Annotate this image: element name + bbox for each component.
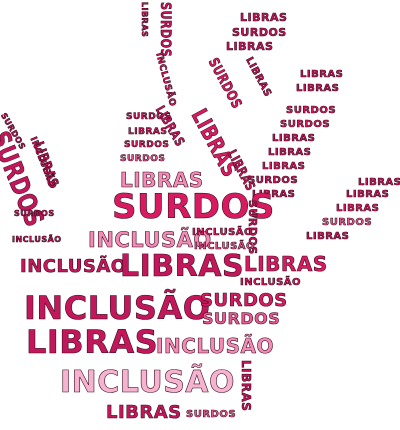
word-surdos-ring-2: SURDOS xyxy=(280,119,331,130)
word-libras-ring-4: LIBRAS xyxy=(268,147,312,158)
word-surdos-thumb-small: SURDOS xyxy=(14,209,55,218)
word-inclusao-palm-small-2: INCLUSÃO xyxy=(194,241,256,252)
word-inclusao-thumb-small: INCLUSÃO xyxy=(12,235,62,244)
word-surdos-ring-1: SURDOS xyxy=(286,105,337,116)
word-libras-index-small: LIBRAS xyxy=(140,2,150,38)
word-surdos-middle-rot: SURDOS xyxy=(204,55,245,112)
word-inclusao-palm-1: INCLUSÃO xyxy=(88,228,212,252)
word-libras-ring-1: LIBRAS xyxy=(300,69,344,80)
word-surdos-pinky-1: SURDOS xyxy=(322,217,373,228)
word-inclusao-palm-4: INCLUSÃO xyxy=(60,365,236,400)
word-libras-ring-5: LIBRAS xyxy=(262,161,306,172)
word-surdos-ring-3: SURDOS xyxy=(248,175,299,186)
word-libras-ring-6: LIBRAS xyxy=(252,189,296,200)
word-libras-pinky-3: LIBRAS xyxy=(336,203,380,214)
word-surdos-middle-top: SURDOS xyxy=(232,26,287,39)
word-libras-middle-top: LIBRAS xyxy=(240,11,288,24)
word-libras-index-1: LIBRAS xyxy=(128,127,168,137)
word-inclusao-palm-3: INCLUSÃO xyxy=(156,334,275,358)
word-libras-ring-3: LIBRAS xyxy=(272,133,316,144)
word-inclusao-palm-2: INCLUSÃO xyxy=(20,256,127,277)
word-surdos-palm-2: SURDOS xyxy=(200,290,288,311)
word-libras-middle-2: LIBRAS xyxy=(226,40,274,53)
word-libras-palm-2: LIBRAS xyxy=(244,252,328,276)
word-inclusao-index: INCLUSÃO xyxy=(153,51,178,108)
word-libras-pinky-2: LIBRAS xyxy=(346,189,390,200)
word-libras-palm-3: LIBRAS xyxy=(26,323,159,361)
word-libras-palm-big: LIBRAS xyxy=(120,249,245,284)
word-surdos-index-1: SURDOS xyxy=(126,112,172,122)
word-inclusao-palm-small-1: INCLUSÃO xyxy=(192,227,254,238)
word-surdos-index-3: SURDOS xyxy=(120,154,166,164)
word-inclusao-palm-huge: INCLUSÃO xyxy=(24,289,211,327)
word-libras-middle-rot: LIBRAS xyxy=(243,55,274,99)
word-libras-pinky-4: LIBRAS xyxy=(306,231,350,242)
word-surdos-palm-big: SURDOS xyxy=(112,187,275,227)
word-surdos-index-2: SURDOS xyxy=(124,140,170,150)
word-libras-pinky-1: LIBRAS xyxy=(358,177,400,188)
word-surdos-index-top: SURDOS xyxy=(157,2,174,58)
word-surdos-wrist: SURDOS xyxy=(186,409,237,420)
word-libras-palm-1: LIBRAS xyxy=(120,168,204,192)
word-libras-wrist: LIBRAS xyxy=(106,402,182,423)
word-inclusao-palm-small-3: INCLUSÃO xyxy=(240,277,302,288)
word-libras-ring-2: LIBRAS xyxy=(296,83,340,94)
word-surdos-palm-3: SURDOS xyxy=(202,309,281,328)
word-libras-wrist-rot: LIBRAS xyxy=(239,360,254,412)
